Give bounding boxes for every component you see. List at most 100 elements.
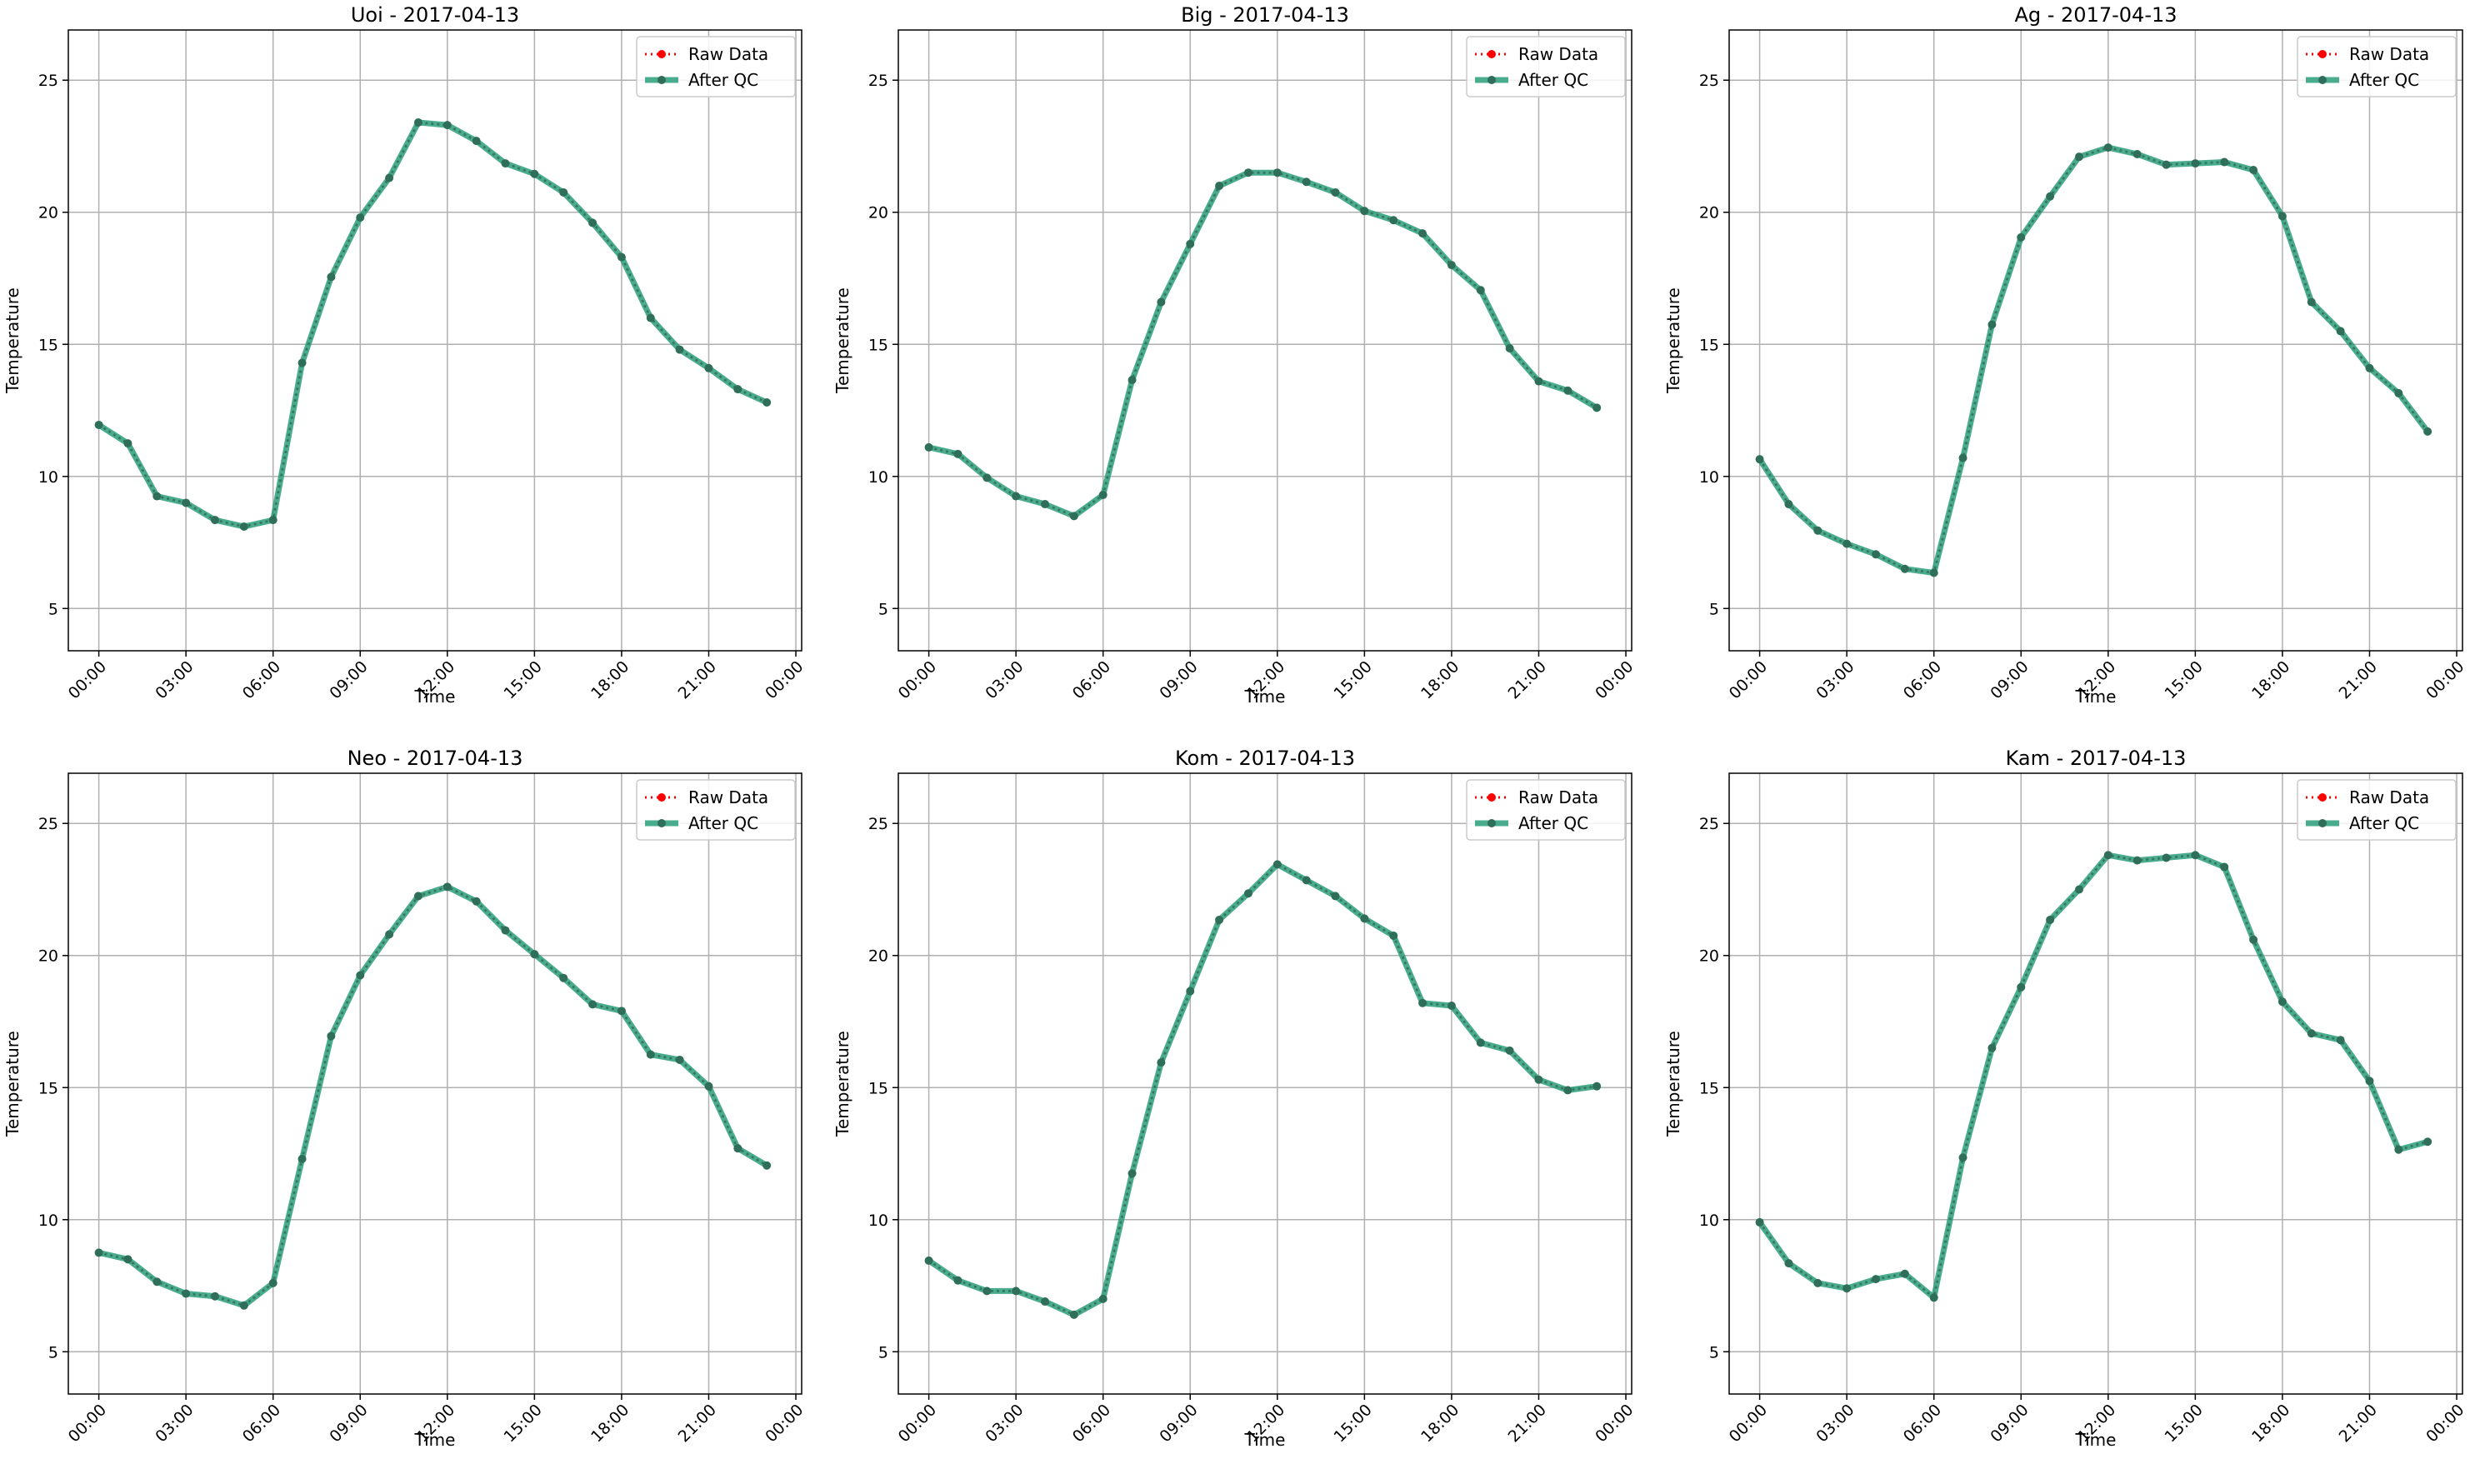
legend: Raw Data After QC bbox=[2297, 779, 2457, 841]
y-tick-label: 25 bbox=[868, 815, 888, 833]
data-point bbox=[1900, 564, 1909, 573]
data-point bbox=[1098, 490, 1108, 499]
data-point bbox=[413, 892, 422, 901]
data-point bbox=[2394, 388, 2403, 397]
x-axis-label: Time bbox=[2075, 687, 2117, 707]
data-point bbox=[530, 950, 539, 959]
x-tick-label: 00:00 bbox=[762, 657, 807, 702]
data-point bbox=[1418, 229, 1428, 238]
data-point bbox=[2191, 851, 2200, 860]
data-point bbox=[2017, 232, 2026, 242]
data-point bbox=[1534, 1075, 1543, 1084]
series-raw-overlay bbox=[1758, 853, 2428, 1300]
y-tick-label: 20 bbox=[868, 204, 888, 222]
data-point bbox=[1476, 1038, 1485, 1047]
legend-qc-label: After QC bbox=[1518, 70, 1588, 90]
data-point bbox=[1958, 453, 1968, 462]
data-point bbox=[1272, 168, 1282, 177]
legend-qc-marker bbox=[658, 819, 666, 827]
x-tick-label: 06:00 bbox=[1069, 657, 1114, 702]
legend-qc-marker bbox=[2318, 76, 2327, 84]
data-point bbox=[1041, 1297, 1049, 1307]
legend-qc-label: After QC bbox=[2349, 813, 2419, 833]
subplot-title: Kam - 2017-04-13 bbox=[2006, 747, 2187, 770]
data-point bbox=[123, 439, 132, 448]
plot-frame bbox=[898, 772, 1632, 1395]
data-point bbox=[1098, 1294, 1108, 1303]
y-tick-label: 20 bbox=[868, 947, 888, 966]
subplot-6: 00:00 03:00 06:00 09:00 12:00 15:00 18:00 21:00… bbox=[1663, 747, 2468, 1450]
data-point bbox=[733, 385, 742, 394]
data-point bbox=[2423, 427, 2432, 436]
data-point bbox=[298, 1154, 307, 1163]
data-point bbox=[1215, 915, 1224, 924]
legend-raw-marker bbox=[658, 50, 666, 58]
data-point bbox=[953, 449, 962, 458]
x-tick-label: 15:00 bbox=[501, 1401, 546, 1446]
data-point bbox=[1988, 320, 1997, 329]
legend-raw-label: Raw Data bbox=[1518, 44, 1598, 64]
x-tick-label: 15:00 bbox=[1331, 1401, 1376, 1446]
data-point bbox=[239, 522, 248, 531]
data-point bbox=[762, 398, 772, 407]
data-point bbox=[2278, 212, 2287, 221]
data-point bbox=[646, 1050, 655, 1059]
data-point bbox=[2249, 166, 2258, 175]
x-tick-label: 18:00 bbox=[1418, 1401, 1462, 1446]
data-point bbox=[152, 492, 162, 501]
data-point bbox=[1331, 187, 1340, 197]
x-tick-label: 00:00 bbox=[1726, 657, 1771, 702]
data-point bbox=[268, 1278, 278, 1287]
x-tick-label: 06:00 bbox=[239, 1401, 284, 1446]
data-point bbox=[1041, 500, 1049, 509]
data-point bbox=[1929, 568, 1938, 577]
subplot-1: 00:00 03:00 06:00 09:00 12:00 15:00 18:00 21:00… bbox=[2, 3, 807, 707]
data-point bbox=[1302, 876, 1311, 885]
data-point bbox=[1128, 376, 1137, 385]
data-point bbox=[2336, 1036, 2345, 1045]
y-tick-label: 15 bbox=[868, 336, 888, 354]
y-axis-label: Temperature bbox=[832, 287, 852, 394]
y-tick-label: 15 bbox=[1699, 1079, 1719, 1097]
x-tick-label: 09:00 bbox=[1156, 1401, 1201, 1446]
data-point bbox=[2103, 851, 2112, 860]
subplot-2: 00:00 03:00 06:00 09:00 12:00 15:00 18:00 21:00… bbox=[832, 3, 1637, 707]
data-point bbox=[2365, 363, 2374, 372]
x-tick-label: 00:00 bbox=[65, 657, 110, 702]
series-after-qc-line bbox=[97, 119, 768, 530]
x-tick-label: 18:00 bbox=[588, 657, 632, 702]
data-point bbox=[762, 1161, 772, 1170]
y-tick-label: 5 bbox=[1709, 1343, 1719, 1362]
data-point bbox=[559, 187, 568, 197]
subplot-title: Kom - 2017-04-13 bbox=[1175, 747, 1355, 770]
data-point bbox=[2423, 1137, 2432, 1147]
legend-raw-label: Raw Data bbox=[2349, 44, 2429, 64]
series-raw-overlay bbox=[98, 121, 768, 528]
x-tick-label: 18:00 bbox=[588, 1401, 632, 1446]
data-point bbox=[2394, 1145, 2403, 1154]
x-tick-label: 15:00 bbox=[1331, 657, 1376, 702]
data-point bbox=[1872, 550, 1880, 559]
data-point bbox=[1157, 297, 1166, 307]
data-point bbox=[530, 169, 539, 178]
data-point bbox=[2074, 152, 2083, 162]
series-raw-overlay bbox=[1758, 146, 2429, 574]
x-tick-label: 06:00 bbox=[1069, 1401, 1114, 1446]
plot-frame bbox=[1728, 772, 2463, 1395]
data-point bbox=[953, 1276, 962, 1285]
data-point bbox=[588, 218, 598, 227]
series-raw-overlay bbox=[928, 171, 1598, 517]
x-tick-label: 15:00 bbox=[2162, 657, 2207, 702]
series-after-qc-line bbox=[1757, 144, 2430, 576]
series-raw-line bbox=[1758, 853, 2428, 1301]
series-after-qc-line bbox=[927, 861, 1598, 1318]
data-point bbox=[2162, 853, 2171, 862]
y-tick-label: 10 bbox=[1699, 1212, 1719, 1230]
data-point bbox=[472, 137, 481, 146]
x-axis-label: Time bbox=[414, 687, 456, 707]
data-point bbox=[617, 1007, 626, 1016]
y-tick-label: 20 bbox=[38, 204, 58, 222]
series-raw-line bbox=[98, 121, 768, 528]
data-point bbox=[1389, 216, 1398, 225]
data-point bbox=[1534, 377, 1543, 386]
